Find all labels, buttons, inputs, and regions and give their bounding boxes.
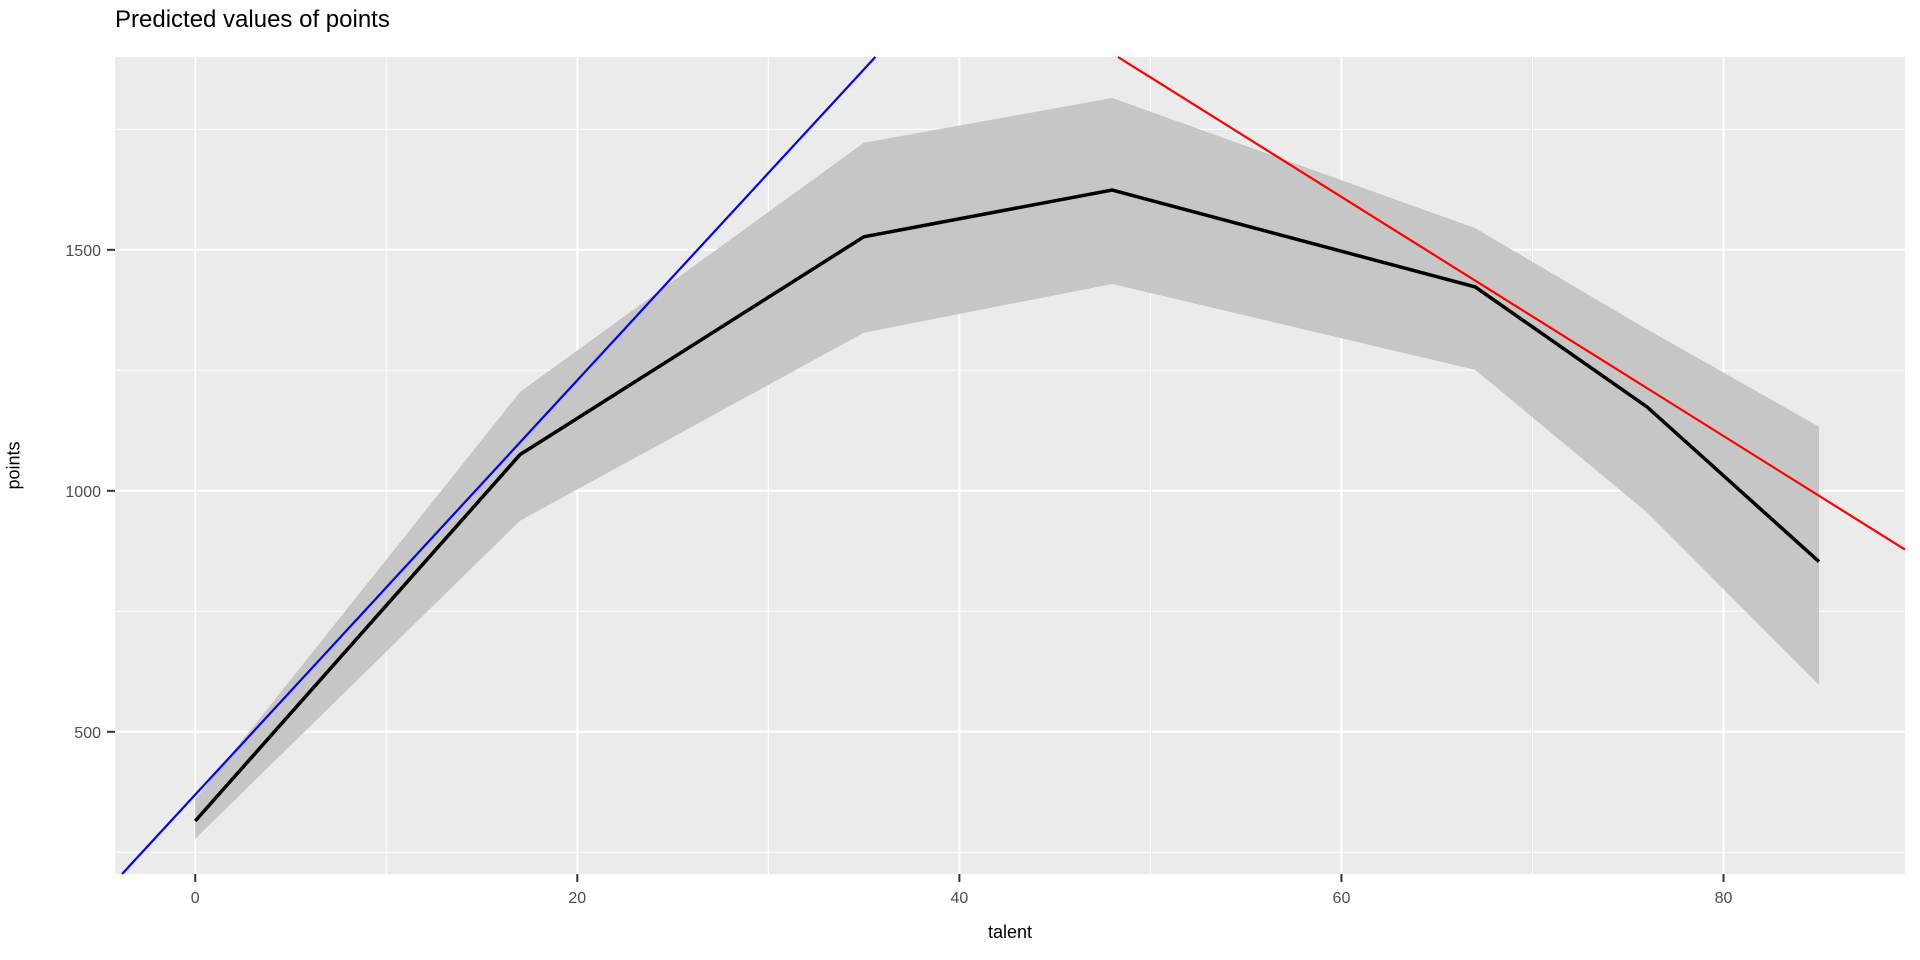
x-tick-label: 0 — [191, 890, 200, 907]
x-tick-label: 60 — [1333, 890, 1351, 907]
y-tick-label: 500 — [74, 725, 101, 742]
y-tick-label: 1000 — [65, 484, 101, 501]
y-axis-title: points — [3, 441, 24, 490]
x-axis-title: talent — [0, 922, 1920, 943]
x-tick-label: 20 — [568, 890, 586, 907]
confidence-ribbon — [195, 97, 1820, 839]
y-tick-label: 1500 — [65, 243, 101, 260]
x-axis-title-text: talent — [987, 922, 1033, 942]
tangent-line-low-talent-line — [121, 56, 877, 875]
chart-title: Predicted values of points — [115, 6, 390, 33]
x-tick-label: 40 — [950, 890, 968, 907]
x-tick-label: 80 — [1715, 890, 1733, 907]
tangent-line-high-talent-line — [1117, 56, 1906, 551]
predicted-points-line — [193, 188, 1821, 823]
